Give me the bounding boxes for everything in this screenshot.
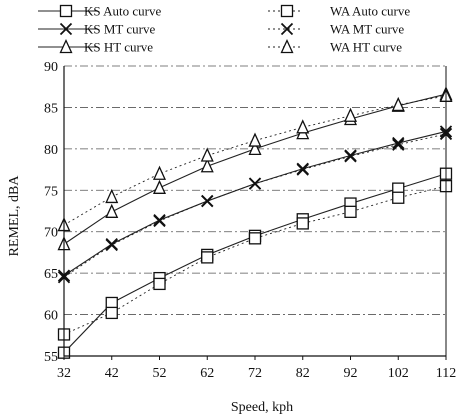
grid xyxy=(64,65,446,315)
legend-label: WA MT curve xyxy=(330,22,404,37)
series-line xyxy=(63,173,447,354)
y-tick-label: 85 xyxy=(44,101,58,116)
legend-marker xyxy=(59,22,73,36)
axes: 55 60 65 70 75 80 85 90 32 42 52 62 72 82 92 102 112 xyxy=(44,60,456,381)
data-point xyxy=(105,306,118,320)
data-point xyxy=(248,177,262,190)
legend-label: KS HT curve xyxy=(84,40,153,55)
data-point xyxy=(391,96,405,112)
series-line xyxy=(63,133,447,278)
x-tick-label: 32 xyxy=(57,366,71,381)
data-point xyxy=(200,158,214,173)
y-tick-label: 80 xyxy=(44,143,58,158)
series-wa-ht-curve xyxy=(57,87,453,232)
legend-item: WA HT curve xyxy=(268,38,402,55)
data-point xyxy=(248,140,262,156)
y-tick-label: 70 xyxy=(44,226,58,241)
y-tick-label: 75 xyxy=(44,184,58,199)
legend-marker xyxy=(280,38,294,54)
data-point xyxy=(296,119,310,134)
y-axis-title: REMEL, dBA xyxy=(7,175,22,257)
y-tick-label: 65 xyxy=(44,267,58,282)
x-tick-label: 72 xyxy=(248,366,262,381)
y-tick-label: 60 xyxy=(44,309,58,324)
series-line xyxy=(63,93,447,245)
data-point xyxy=(201,194,214,208)
data-point xyxy=(153,214,166,228)
series-layer xyxy=(57,86,453,359)
legend: KS Auto curve KS MT curve KS HT curve WA Au… xyxy=(38,4,410,55)
data-point xyxy=(296,217,309,230)
legend-label: WA HT curve xyxy=(330,40,402,55)
series-line xyxy=(63,185,447,335)
legend-item: WA Auto curve xyxy=(268,4,410,19)
data-point xyxy=(153,277,166,291)
data-point xyxy=(343,107,358,122)
x-tick-label: 112 xyxy=(436,366,456,381)
x-axis-title: Speed, kph xyxy=(231,400,293,415)
x-tick-label: 82 xyxy=(296,366,310,381)
data-point xyxy=(344,150,357,163)
legend-marker xyxy=(280,22,294,36)
legend-label: KS MT curve xyxy=(84,22,155,37)
data-point xyxy=(248,132,262,147)
legend-label: WA Auto curve xyxy=(330,4,410,19)
series-ks-ht-curve xyxy=(57,86,453,251)
data-point xyxy=(105,238,118,252)
data-point xyxy=(201,251,214,264)
x-tick-label: 92 xyxy=(344,366,358,381)
series-line xyxy=(63,95,447,226)
x-tick-label: 42 xyxy=(105,366,119,381)
x-tick-label: 102 xyxy=(388,366,409,381)
data-point xyxy=(105,188,119,204)
data-point xyxy=(392,138,405,151)
data-point xyxy=(344,205,357,218)
x-tick-label: 52 xyxy=(153,366,167,381)
legend-marker xyxy=(280,4,294,18)
legend-item: KS Auto curve xyxy=(38,4,162,19)
legend-marker xyxy=(59,4,73,18)
data-point xyxy=(248,232,262,245)
data-point xyxy=(392,136,405,150)
series-wa-auto-curve xyxy=(57,179,453,341)
legend-item: KS MT curve xyxy=(38,22,155,37)
data-point xyxy=(296,163,309,176)
y-tick-label: 55 xyxy=(44,350,58,365)
data-point xyxy=(392,191,405,204)
data-point xyxy=(152,179,167,194)
y-tick-label: 90 xyxy=(44,60,58,75)
data-point xyxy=(152,165,167,180)
x-tick-label: 62 xyxy=(200,366,214,381)
legend-item: WA MT curve xyxy=(268,22,404,37)
legend-label: KS Auto curve xyxy=(84,4,162,19)
legend-marker xyxy=(59,38,73,54)
data-point xyxy=(200,147,214,162)
data-point xyxy=(105,203,119,218)
legend-item: KS HT curve xyxy=(38,38,153,55)
